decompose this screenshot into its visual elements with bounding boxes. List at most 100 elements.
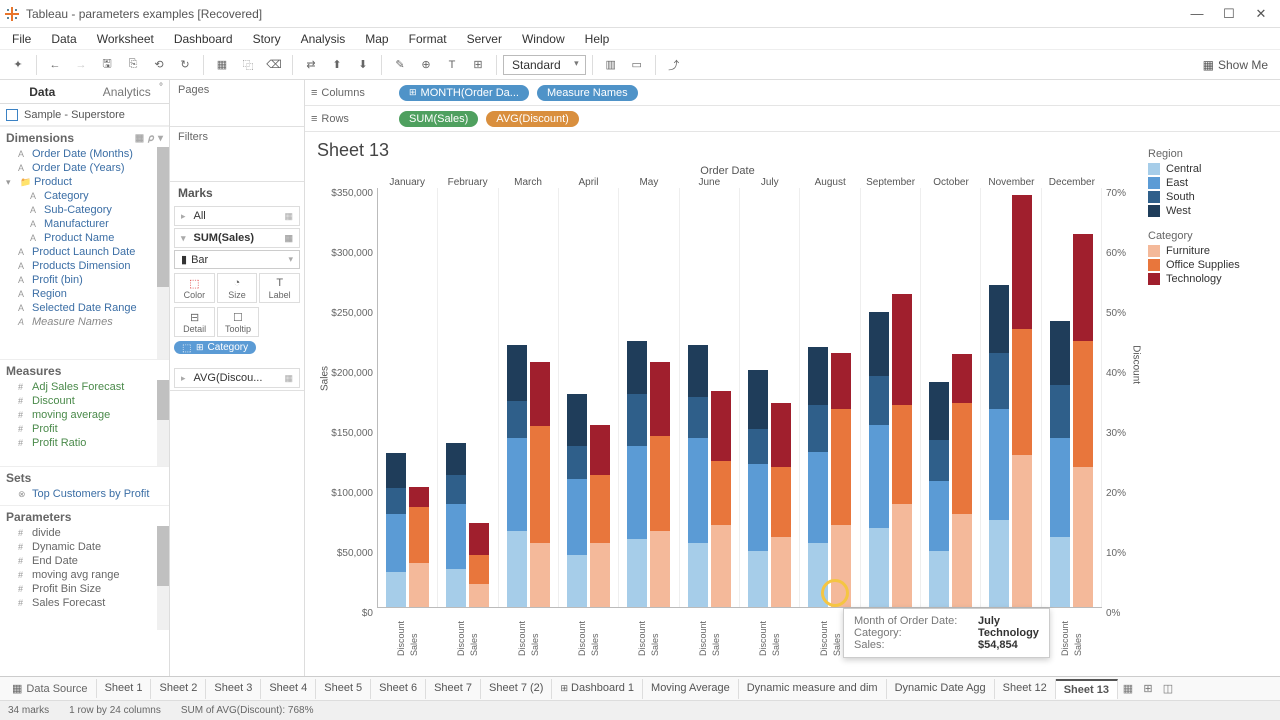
auto-update-icon[interactable]: ↻	[173, 53, 197, 77]
new-data-icon[interactable]: ⎘	[121, 53, 145, 77]
menu-file[interactable]: File	[2, 30, 41, 48]
set-item[interactable]: ⊗Top Customers by Profit	[0, 487, 169, 501]
menu-server[interactable]: Server	[457, 30, 512, 48]
sheet-tab[interactable]: Sheet 3	[206, 679, 261, 699]
pill-month-order-date[interactable]: ⊞MONTH(Order Da...	[399, 85, 529, 101]
param-item[interactable]: #End Date	[0, 554, 169, 568]
group-icon[interactable]: ⊕	[414, 53, 438, 77]
tab-analytics[interactable]: Analytics	[85, 80, 170, 103]
legend-item[interactable]: South	[1148, 190, 1268, 204]
sort-asc-icon[interactable]: ⬆	[325, 53, 349, 77]
forward-icon[interactable]: →	[69, 53, 93, 77]
dim-item[interactable]: AOrder Date (Months)	[0, 147, 169, 161]
minimize-icon[interactable]: —	[1190, 7, 1204, 21]
legend-item[interactable]: Furniture	[1148, 244, 1268, 258]
menu-format[interactable]: Format	[399, 30, 457, 48]
sheet-tab[interactable]: Sheet 7 (2)	[481, 679, 552, 699]
menu-window[interactable]: Window	[512, 30, 575, 48]
menu-analysis[interactable]: Analysis	[291, 30, 356, 48]
dim-item[interactable]: AProduct Name	[0, 231, 169, 245]
dim-item[interactable]: ARegion	[0, 287, 169, 301]
marks-all[interactable]: ▸All▦	[174, 206, 300, 226]
chart-bars[interactable]	[377, 188, 1102, 608]
menu-data[interactable]: Data	[41, 30, 86, 48]
labels-icon[interactable]: ⊞	[466, 53, 490, 77]
dim-item[interactable]: ASelected Date Range	[0, 301, 169, 315]
show-me-button[interactable]: ▦ Show Me	[1203, 58, 1274, 72]
refresh-icon[interactable]: ⟲	[147, 53, 171, 77]
marks-color[interactable]: ⬚Color	[174, 273, 215, 303]
rows-shelf[interactable]: ≡Rows SUM(Sales) AVG(Discount)	[305, 106, 1280, 132]
measure-item[interactable]: #Adj Sales Forecast	[0, 380, 169, 394]
sheet-tab[interactable]: Sheet 7	[426, 679, 481, 699]
share-icon[interactable]: ⤴	[662, 53, 686, 77]
dim-item[interactable]: AManufacturer	[0, 217, 169, 231]
dim-item[interactable]: ASub-Category	[0, 203, 169, 217]
dim-item[interactable]: AProducts Dimension	[0, 259, 169, 273]
dim-item[interactable]: AProfit (bin)	[0, 273, 169, 287]
close-icon[interactable]: ✕	[1254, 7, 1268, 21]
dim-item[interactable]: AMeasure Names	[0, 315, 169, 329]
dim-item[interactable]: AProduct Launch Date	[0, 245, 169, 259]
sheet-tab[interactable]: Dynamic Date Agg	[887, 679, 995, 699]
sheet-tab[interactable]: Sheet 6	[371, 679, 426, 699]
marks-size[interactable]: ◔Size	[217, 273, 258, 303]
pill-sum-sales[interactable]: SUM(Sales)	[399, 111, 478, 127]
sheet-tab[interactable]: Sheet 13	[1056, 679, 1118, 699]
maximize-icon[interactable]: ☐	[1222, 7, 1236, 21]
duplicate-icon[interactable]: ⿻	[236, 53, 260, 77]
new-story-icon[interactable]: ◫	[1158, 682, 1178, 695]
legend-item[interactable]: Office Supplies	[1148, 258, 1268, 272]
color-pill-category[interactable]: ⬚⊞Category	[174, 341, 256, 354]
mark-type-select[interactable]: ▮Bar▾	[174, 250, 300, 269]
menu-help[interactable]: Help	[575, 30, 620, 48]
measure-item[interactable]: #Profit	[0, 422, 169, 436]
cards-icon[interactable]: ▥	[599, 53, 623, 77]
new-dashboard-icon[interactable]: ⊞	[1138, 682, 1158, 695]
sheet-tab[interactable]: Sheet 2	[151, 679, 206, 699]
marks-label[interactable]: TLabel	[259, 273, 300, 303]
param-item[interactable]: #Dynamic Date	[0, 540, 169, 554]
sort-desc-icon[interactable]: ⬇	[351, 53, 375, 77]
dim-item[interactable]: AOrder Date (Years)	[0, 161, 169, 175]
swap-icon[interactable]: ⇄	[299, 53, 323, 77]
highlight-icon[interactable]: ✎	[388, 53, 412, 77]
sheet-tab[interactable]: Sheet 12	[995, 679, 1056, 699]
marks-avg-discount[interactable]: ▸AVG(Discou...▦	[174, 368, 300, 388]
back-icon[interactable]: ←	[43, 53, 67, 77]
legend-item[interactable]: West	[1148, 204, 1268, 218]
pill-measure-names[interactable]: Measure Names	[537, 85, 638, 101]
clear-icon[interactable]: ⌫	[262, 53, 286, 77]
marks-tooltip[interactable]: ☐Tooltip	[217, 307, 258, 337]
menu-worksheet[interactable]: Worksheet	[87, 30, 164, 48]
sheet-tab[interactable]: Moving Average	[643, 679, 739, 699]
save-icon[interactable]: 🖫	[95, 53, 119, 77]
dim-item[interactable]: ACategory	[0, 189, 169, 203]
tab-datasource[interactable]: ▦Data Source	[4, 679, 97, 698]
sheet-tab[interactable]: Sheet 4	[261, 679, 316, 699]
marks-sum-sales[interactable]: ▾SUM(Sales)▦	[174, 228, 300, 248]
pill-avg-discount[interactable]: AVG(Discount)	[486, 111, 579, 127]
presentation-icon[interactable]: ▭	[625, 53, 649, 77]
tab-data[interactable]: Data	[0, 80, 85, 103]
param-item[interactable]: #Sales Forecast	[0, 596, 169, 610]
sheet-tab[interactable]: ⊞ Dashboard 1	[552, 679, 643, 699]
totals-icon[interactable]: T	[440, 53, 464, 77]
sheet-tab[interactable]: Sheet 5	[316, 679, 371, 699]
legend-item[interactable]: East	[1148, 176, 1268, 190]
sheet-tab[interactable]: Dynamic measure and dim	[739, 679, 887, 699]
menu-story[interactable]: Story	[243, 30, 291, 48]
sheet-tab[interactable]: Sheet 1	[97, 679, 152, 699]
legend-item[interactable]: Central	[1148, 162, 1268, 176]
marks-detail[interactable]: ⊟Detail	[174, 307, 215, 337]
measure-item[interactable]: #Profit Ratio	[0, 436, 169, 450]
measure-item[interactable]: #moving average	[0, 408, 169, 422]
tableau-home-icon[interactable]: ✦	[6, 53, 30, 77]
columns-shelf[interactable]: ≡Columns ⊞MONTH(Order Da... Measure Name…	[305, 80, 1280, 106]
fit-selector[interactable]: Standard	[503, 55, 586, 75]
menu-dashboard[interactable]: Dashboard	[164, 30, 243, 48]
dim-item[interactable]: ▾📁Product	[0, 175, 169, 189]
param-item[interactable]: #divide	[0, 526, 169, 540]
measure-item[interactable]: #Discount	[0, 394, 169, 408]
legend-item[interactable]: Technology	[1148, 272, 1268, 286]
